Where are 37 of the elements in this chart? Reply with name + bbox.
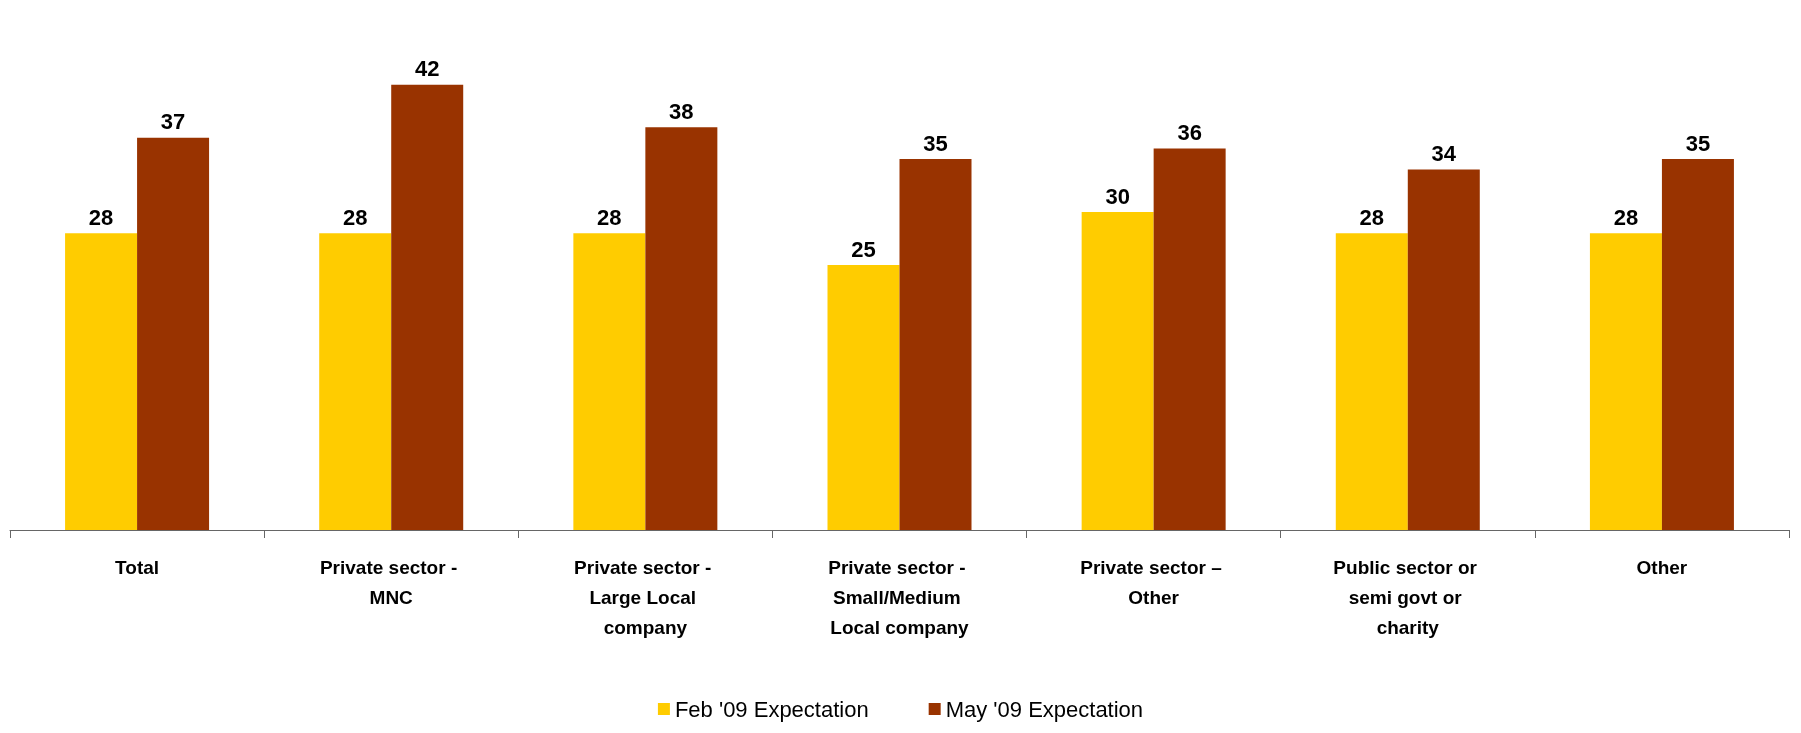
data-label: 35	[1685, 130, 1711, 156]
bar	[573, 233, 646, 530]
x-tick-label: Private sector - Large Local company	[574, 556, 717, 638]
x-tick-label: Other	[1636, 556, 1688, 578]
x-tick-label: Private sector - MNC	[319, 556, 463, 608]
bar	[1081, 212, 1154, 530]
bar	[827, 265, 900, 530]
data-label: 28	[1613, 204, 1639, 230]
legend-label: May '09 Expectation	[945, 696, 1144, 722]
bar	[1661, 159, 1734, 530]
bar	[899, 159, 972, 530]
data-label: 25	[851, 236, 876, 262]
bar	[645, 127, 718, 530]
x-tick-label: Public sector or semi govt or charity	[1333, 556, 1483, 638]
bar	[1589, 233, 1662, 530]
bar	[137, 137, 210, 530]
data-label: 38	[669, 98, 694, 124]
x-tick-label: Private sector – Other	[1080, 556, 1228, 608]
bar	[1153, 148, 1226, 530]
data-label: 28	[1359, 204, 1385, 230]
legend-label: Feb '09 Expectation	[674, 696, 869, 722]
data-label: 35	[923, 130, 948, 156]
data-label: 28	[342, 204, 368, 230]
data-label: 42	[414, 56, 440, 82]
bar	[391, 84, 464, 530]
x-tick-label: Total	[115, 556, 160, 578]
bar	[1407, 169, 1480, 530]
data-label: 37	[160, 109, 186, 135]
data-label: 34	[1431, 141, 1457, 167]
data-label: 28	[88, 204, 114, 230]
bar	[1335, 233, 1408, 530]
bar	[65, 233, 138, 530]
bar	[319, 233, 392, 530]
x-tick-label: Private sector - Small/Medium Local company	[828, 556, 971, 638]
data-label: 36	[1177, 119, 1202, 145]
data-label: 30	[1105, 183, 1130, 209]
data-label: 28	[597, 204, 622, 230]
